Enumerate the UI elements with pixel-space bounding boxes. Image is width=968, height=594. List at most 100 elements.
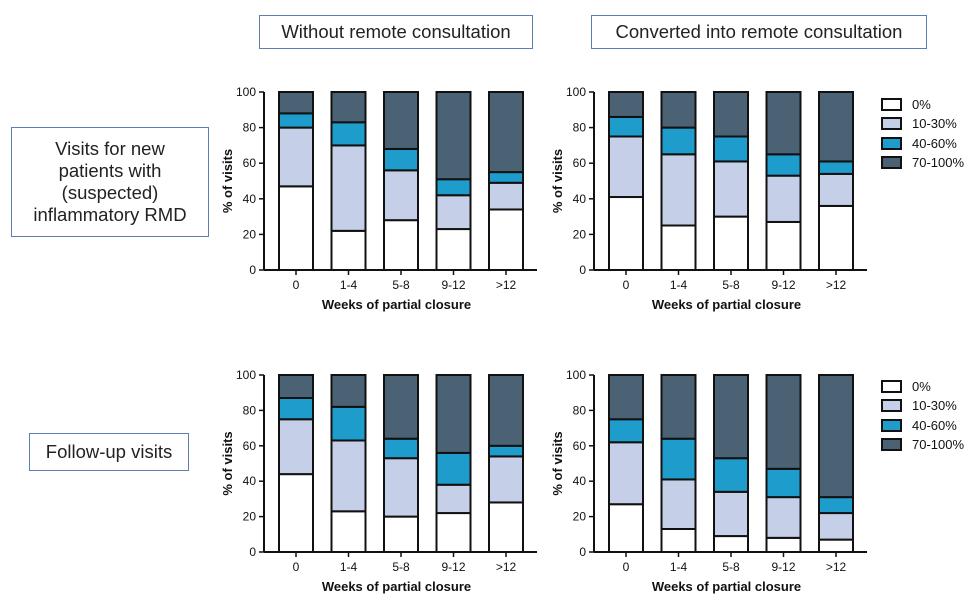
x-tick-label: >12 bbox=[826, 278, 847, 292]
bar-segment-gt12-40-60pct bbox=[488, 171, 524, 184]
legend-swatch bbox=[881, 438, 902, 451]
x-tick-label: >12 bbox=[826, 560, 847, 574]
bar-segment-5-8-0pct bbox=[383, 219, 419, 272]
x-tick-label: 5-8 bbox=[722, 560, 740, 574]
legend-item: 10-30% bbox=[881, 397, 957, 415]
x-axis-label: Weeks of partial closure bbox=[322, 579, 471, 594]
bar-segment-9-12-0pct bbox=[435, 512, 472, 553]
bar-segment-1-4-40-60pct bbox=[330, 405, 367, 442]
legend-swatch bbox=[881, 156, 902, 169]
chart-panel-1: 0 1-4 5-8 9-12 >12 0 20 40 60 80 100 Weeks of parti… bbox=[220, 85, 537, 312]
y-tick-label: 100 bbox=[566, 85, 586, 99]
x-tick-label: 0 bbox=[293, 560, 300, 574]
bar-segment-5-8-10-30pct bbox=[713, 160, 749, 218]
bar-segment-9-12-10-30pct bbox=[765, 174, 802, 223]
x-tick-label: 5-8 bbox=[392, 560, 410, 574]
bar-segment-1-4-10-30pct bbox=[660, 153, 697, 227]
bar-segment-gt12-70-100pct bbox=[818, 91, 854, 163]
legend-swatch bbox=[881, 379, 902, 393]
legend-label: 10-30% bbox=[912, 398, 957, 413]
y-tick-label: 0 bbox=[249, 545, 256, 559]
y-tick-label: 20 bbox=[243, 227, 257, 241]
bar-segment-gt12-0pct bbox=[818, 204, 854, 271]
y-tick-label: 60 bbox=[243, 156, 257, 170]
bar-segment-9-12-10-30pct bbox=[435, 194, 472, 231]
x-tick-label: 1-4 bbox=[670, 278, 688, 292]
legend-item: 10-30% bbox=[881, 115, 957, 133]
bar-segment-9-12-40-60pct bbox=[765, 153, 802, 177]
bar-segment-0-10-30pct bbox=[608, 441, 644, 506]
bar-segment-gt12-10-30pct bbox=[488, 455, 524, 504]
bar-segment-9-12-0pct bbox=[435, 228, 472, 271]
legend-swatch bbox=[881, 399, 902, 412]
bar-segment-gt12-70-100pct bbox=[488, 374, 524, 447]
bar-segment-9-12-70-100pct bbox=[435, 374, 472, 454]
bar-segment-gt12-70-100pct bbox=[488, 91, 524, 174]
bar-segment-1-4-70-100pct bbox=[330, 91, 367, 124]
x-tick-label: 1-4 bbox=[670, 560, 688, 574]
x-tick-label: 9-12 bbox=[441, 278, 465, 292]
x-tick-label: 0 bbox=[293, 278, 300, 292]
x-axis-label: Weeks of partial closure bbox=[652, 579, 801, 594]
bar-segment-gt12-0pct bbox=[488, 208, 524, 271]
y-axis-label: % of visits bbox=[550, 431, 565, 495]
x-tick-label: 0 bbox=[623, 560, 630, 574]
y-tick-label: 80 bbox=[573, 403, 587, 417]
bar-segment-9-12-0pct bbox=[765, 220, 802, 272]
bar-segment-9-12-70-100pct bbox=[765, 91, 802, 156]
bar-segment-5-8-0pct bbox=[713, 535, 749, 554]
bar-segment-1-4-70-100pct bbox=[330, 374, 367, 408]
bar-segment-0-70-100pct bbox=[608, 91, 644, 118]
bar-segment-1-4-40-60pct bbox=[660, 437, 697, 481]
y-tick-label: 40 bbox=[243, 192, 257, 206]
legend-label: 40-60% bbox=[912, 135, 957, 151]
bar-segment-1-4-0pct bbox=[330, 229, 367, 271]
bar-segment-0-40-60pct bbox=[278, 397, 314, 421]
x-tick-label: 1-4 bbox=[340, 278, 358, 292]
bar-segment-5-8-40-60pct bbox=[383, 147, 419, 172]
bar-segment-gt12-0pct bbox=[488, 501, 524, 554]
bar-segment-gt12-40-60pct bbox=[818, 496, 854, 515]
bar-segment-gt12-10-30pct bbox=[818, 512, 854, 541]
bar-segment-0-0pct bbox=[278, 473, 314, 553]
bar-segment-1-4-10-30pct bbox=[660, 478, 697, 530]
bar-segment-0-10-30pct bbox=[278, 126, 314, 188]
bar-segment-9-12-40-60pct bbox=[765, 467, 802, 499]
bar-segment-9-12-70-100pct bbox=[765, 374, 802, 470]
legend-item: 70-100% bbox=[881, 154, 964, 172]
legend-item: 0% bbox=[881, 95, 931, 113]
bar-segment-5-8-40-60pct bbox=[713, 135, 749, 163]
bar-segment-0-10-30pct bbox=[278, 418, 314, 476]
bar-segment-0-0pct bbox=[278, 185, 314, 271]
bar-segment-5-8-70-100pct bbox=[383, 374, 419, 440]
x-tick-label: 9-12 bbox=[441, 560, 465, 574]
y-tick-label: 80 bbox=[243, 403, 257, 417]
bar-segment-gt12-10-30pct bbox=[488, 181, 524, 211]
x-tick-label: >12 bbox=[496, 278, 517, 292]
bar-segment-1-4-40-60pct bbox=[330, 121, 367, 147]
bar-segment-0-70-100pct bbox=[278, 91, 314, 115]
x-tick-label: 5-8 bbox=[392, 278, 410, 292]
bar-segment-gt12-40-60pct bbox=[818, 160, 854, 175]
bar-segment-5-8-0pct bbox=[713, 215, 749, 272]
legend-item: 40-60% bbox=[881, 134, 957, 152]
chart-panel-4: 0 1-4 5-8 9-12 >12 0 20 40 60 80 100 Weeks of parti… bbox=[550, 368, 867, 594]
x-axis-label: Weeks of partial closure bbox=[652, 297, 801, 312]
y-axis-label: % of visits bbox=[220, 431, 235, 495]
y-tick-label: 20 bbox=[573, 510, 587, 524]
y-axis-label: % of visits bbox=[220, 149, 235, 213]
x-tick-label: 1-4 bbox=[340, 560, 358, 574]
bar-segment-5-8-70-100pct bbox=[713, 91, 749, 138]
bar-segment-5-8-10-30pct bbox=[383, 169, 419, 222]
bar-segment-5-8-10-30pct bbox=[713, 490, 749, 538]
bar-segment-0-70-100pct bbox=[278, 374, 314, 400]
chart-panel-3: 0 1-4 5-8 9-12 >12 0 20 40 60 80 100 Weeks of parti… bbox=[220, 368, 537, 594]
x-tick-label: 9-12 bbox=[771, 278, 795, 292]
row-label-new-patients: Visits for new patients with (suspected)… bbox=[11, 127, 209, 237]
legend-item: 40-60% bbox=[881, 416, 957, 434]
bar-segment-gt12-70-100pct bbox=[818, 374, 854, 499]
bar-segment-1-4-70-100pct bbox=[660, 374, 697, 440]
y-tick-label: 80 bbox=[573, 121, 587, 135]
legend-item: 0% bbox=[881, 377, 931, 395]
